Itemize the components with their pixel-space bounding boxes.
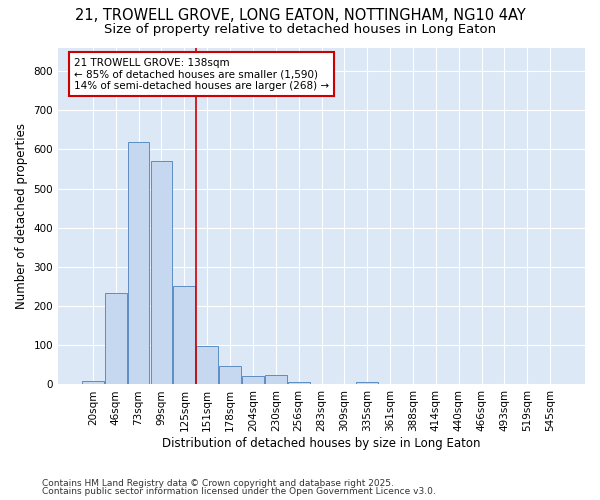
Text: Contains public sector information licensed under the Open Government Licence v3: Contains public sector information licen… — [42, 487, 436, 496]
Bar — [265, 374, 287, 384]
Bar — [173, 286, 195, 384]
X-axis label: Distribution of detached houses by size in Long Eaton: Distribution of detached houses by size … — [162, 437, 481, 450]
Bar — [105, 293, 127, 384]
Bar — [82, 382, 104, 384]
Text: Size of property relative to detached houses in Long Eaton: Size of property relative to detached ho… — [104, 22, 496, 36]
Bar — [288, 382, 310, 384]
Text: 21, TROWELL GROVE, LONG EATON, NOTTINGHAM, NG10 4AY: 21, TROWELL GROVE, LONG EATON, NOTTINGHA… — [74, 8, 526, 22]
Bar — [356, 382, 378, 384]
Text: Contains HM Land Registry data © Crown copyright and database right 2025.: Contains HM Land Registry data © Crown c… — [42, 478, 394, 488]
Y-axis label: Number of detached properties: Number of detached properties — [15, 123, 28, 309]
Bar — [151, 161, 172, 384]
Bar — [219, 366, 241, 384]
Bar — [128, 142, 149, 384]
Bar — [242, 376, 264, 384]
Bar — [196, 346, 218, 385]
Text: 21 TROWELL GROVE: 138sqm
← 85% of detached houses are smaller (1,590)
14% of sem: 21 TROWELL GROVE: 138sqm ← 85% of detach… — [74, 58, 329, 91]
